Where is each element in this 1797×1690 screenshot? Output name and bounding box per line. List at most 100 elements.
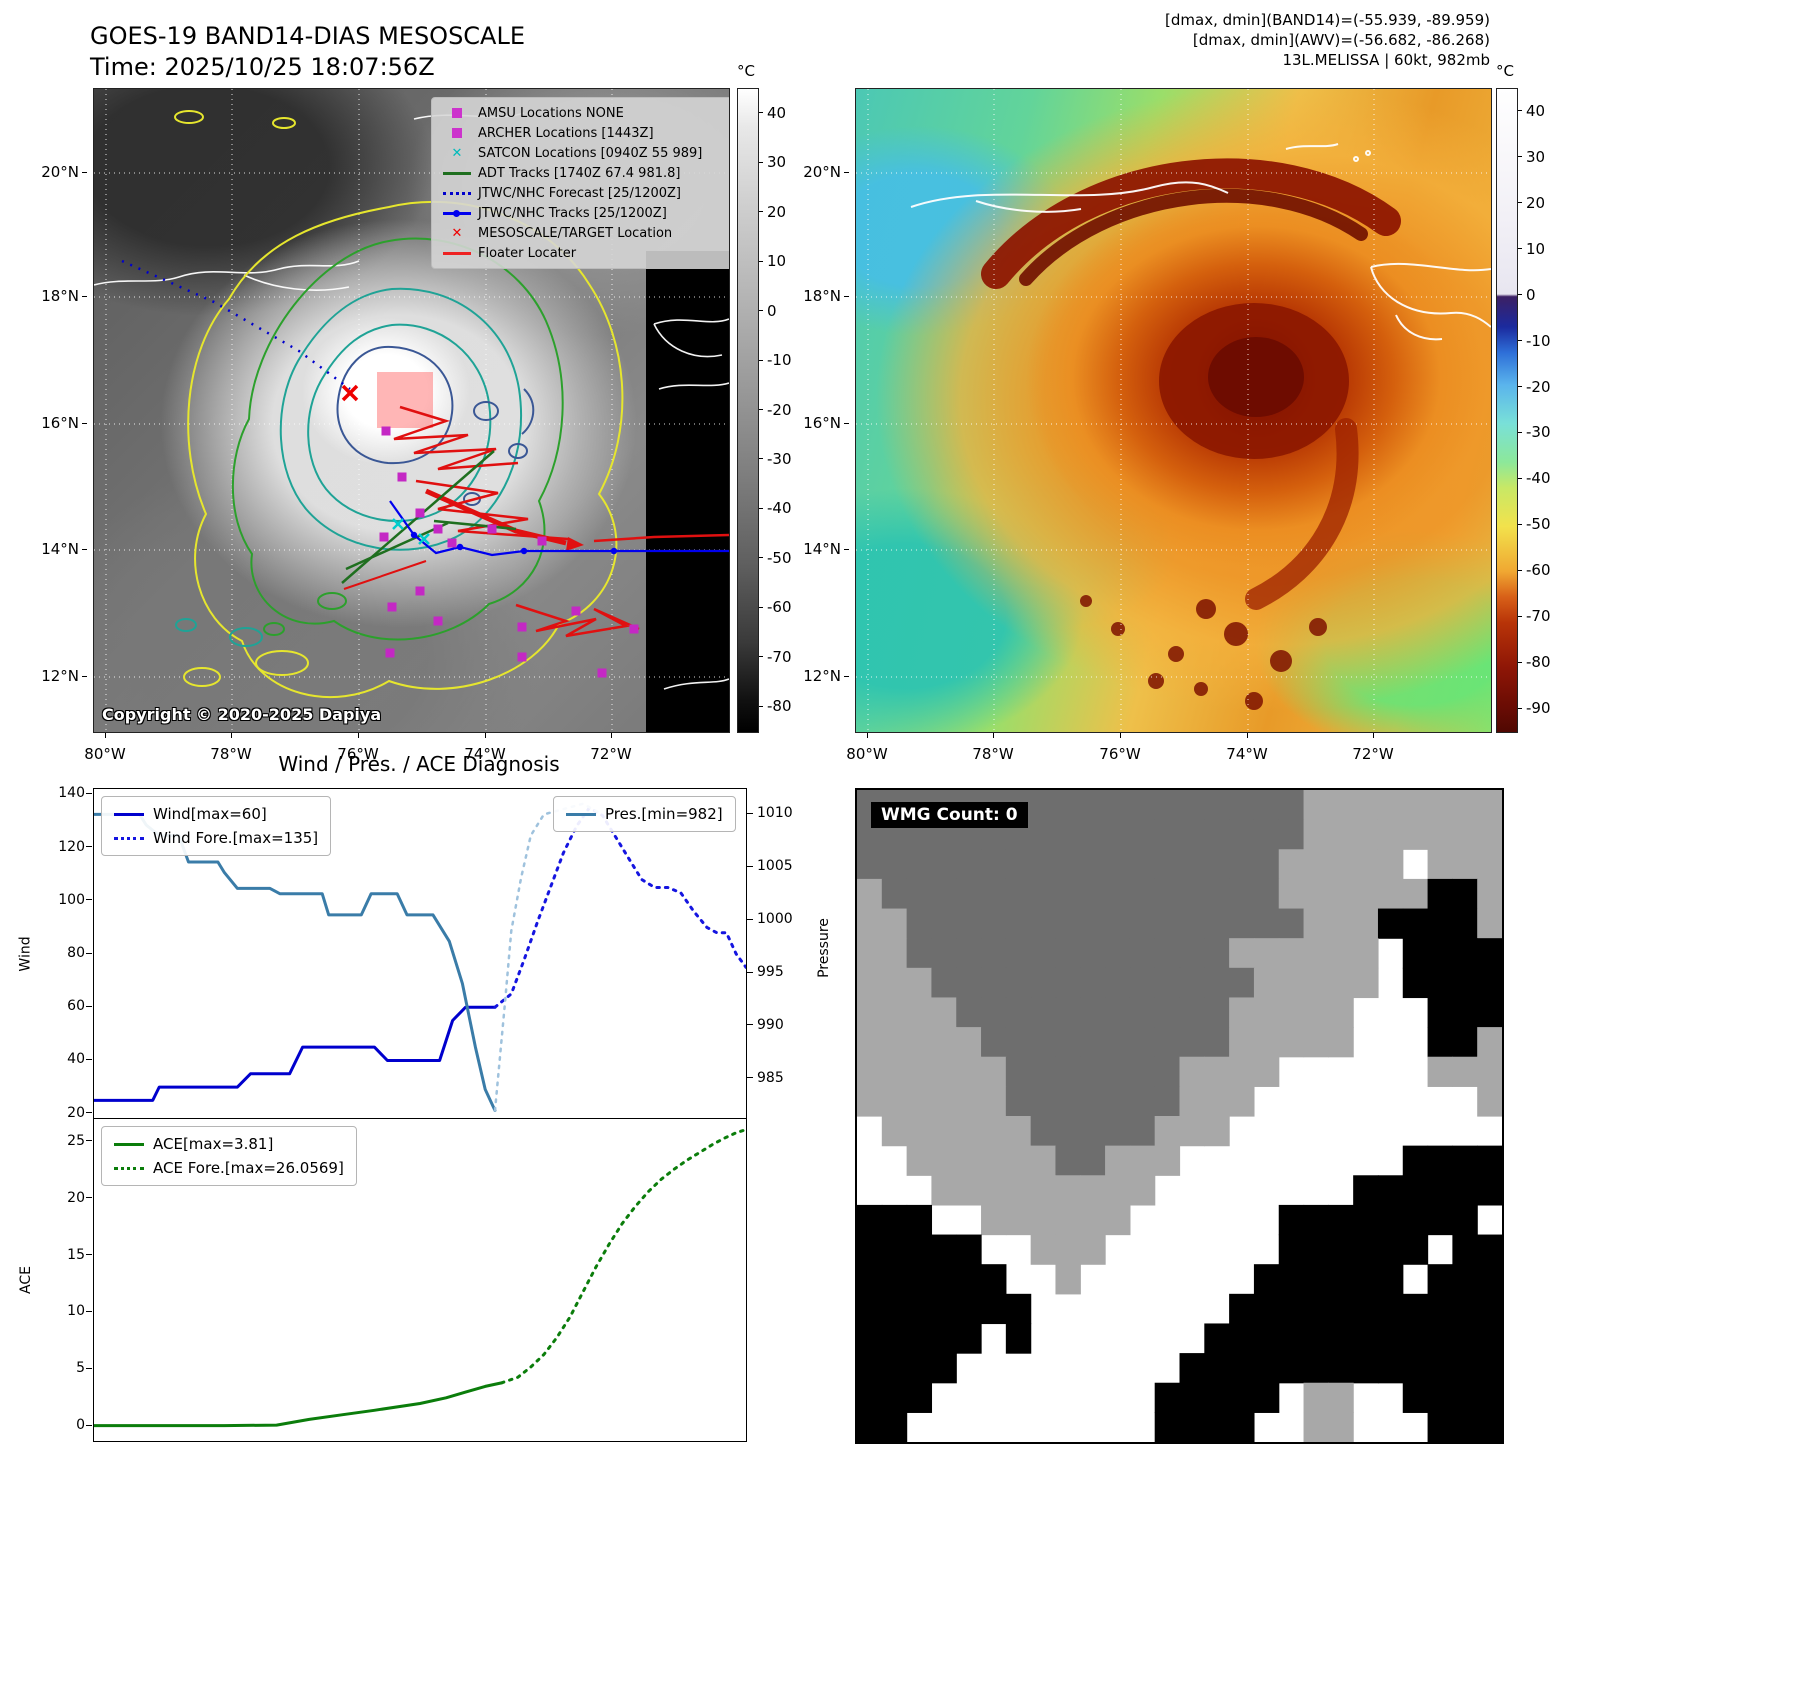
colorbar-tick-label: -80 (1526, 653, 1551, 672)
colorbar-tick (1518, 477, 1522, 479)
legend-item: ✕ MESOSCALE/TARGET Location (440, 223, 729, 243)
band14-satellite-map: AMSU Locations NONE ARCHER Locations [144… (93, 88, 730, 733)
series-line (493, 802, 604, 1112)
wind-axis-label: Wind (17, 936, 34, 972)
tl-ylabels: 20°N 18°N 16°N 14°N 12°N (35, 88, 87, 731)
legend-item: JTWC/NHC Tracks [25/1200Z] (440, 203, 729, 223)
legend-item: ✕ SATCON Locations [0940Z 55 989] (440, 143, 729, 163)
lat-tick-label: 16°N (803, 414, 841, 432)
colorbar-tick-label: -30 (767, 449, 792, 468)
pressure-legend: Pres.[min=982] (553, 796, 736, 832)
colorbar-tick-label: -80 (767, 697, 792, 716)
lat-tick-label: 18°N (803, 287, 841, 305)
lon-tick-label: 72°W (590, 745, 632, 763)
colorbar-tick-label: -60 (767, 598, 792, 617)
colorbar-tick-label: -70 (767, 647, 792, 666)
colorbar-tick (759, 458, 763, 460)
legend-item-label: SATCON Locations [0940Z 55 989] (478, 145, 703, 161)
y-tick-mark (86, 1197, 92, 1199)
colorbar-tick (759, 310, 763, 312)
line-marker-icon (440, 163, 474, 183)
y-tick-label-right: 1005 (757, 858, 793, 875)
colorbar-tick (1518, 340, 1522, 342)
colorbar-tick (1518, 569, 1522, 571)
colorbar-tick-label: 30 (767, 153, 787, 172)
y-tick-mark (747, 865, 753, 867)
y-tick-label-right: 1010 (757, 805, 793, 822)
dmax-dmin-band14: [dmax, dmin](BAND14)=(-55.939, -89.959) (1165, 11, 1490, 29)
y-tick-label-right: 985 (757, 1069, 784, 1086)
lon-tick-label: 76°W (337, 745, 379, 763)
y-tick-mark (747, 971, 753, 973)
lat-tick-mark (844, 548, 849, 550)
colorbar-tick-label: -50 (767, 548, 792, 567)
y-tick-mark (86, 1310, 92, 1312)
colorbar-tick (759, 507, 763, 509)
legend-row: Wind Fore.[max=135] (114, 826, 318, 850)
lat-tick-label: 18°N (41, 287, 79, 305)
y-tick-mark (86, 899, 92, 901)
colorbar-tick (1518, 386, 1522, 388)
colorbar-tick (759, 656, 763, 658)
pressure-label: Pres.[min=982] (605, 805, 723, 823)
y-tick-mark (86, 1005, 92, 1007)
colorbar-tick (759, 211, 763, 213)
y-tick-label: 140 (58, 785, 85, 802)
legend-item-label: Floater Locater (478, 245, 577, 261)
series-line (500, 1128, 748, 1385)
lon-tick-mark (1119, 733, 1121, 738)
legend-row: Wind[max=60] (114, 802, 318, 826)
colorbar-tick (1518, 248, 1522, 250)
ace-obs-label: ACE[max=3.81] (153, 1135, 274, 1153)
wind-forecast-swatch (114, 836, 144, 840)
wind-obs-label: Wind[max=60] (153, 805, 267, 823)
lon-tick-label: 80°W (846, 745, 888, 763)
lat-tick-label: 12°N (41, 667, 79, 685)
tr-ylabels: 20°N 18°N 16°N 14°N 12°N (797, 88, 849, 731)
legend-item-label: ADT Tracks [1740Z 67.4 981.8] (478, 165, 681, 181)
colorbar-tick-label: 10 (767, 252, 787, 271)
ace-obs-swatch (114, 1142, 144, 1146)
band14-map-overlay (94, 89, 729, 732)
wind-legend: Wind[max=60] Wind Fore.[max=135] (101, 796, 332, 856)
ir-map-overlay (856, 89, 1491, 732)
y-tick-mark (86, 1424, 92, 1426)
colorbar-tick (1518, 294, 1522, 296)
legend-item: Floater Locater (440, 243, 729, 263)
lon-tick-mark (610, 733, 612, 738)
pressure-swatch (566, 812, 596, 816)
storm-id-intensity: 13L.MELISSA | 60kt, 982mb (1282, 51, 1490, 69)
x-marker-icon: ✕ (451, 225, 463, 241)
wmg-panel: WMG Count: 0 (855, 788, 1504, 1444)
ir-colorbar (1496, 88, 1518, 733)
lat-tick-mark (82, 675, 87, 677)
ace-forecast-swatch (114, 1166, 144, 1170)
y-tick-mark (86, 952, 92, 954)
y-tick-mark (747, 1024, 753, 1026)
y-tick-mark (86, 1058, 92, 1060)
lat-tick-label: 14°N (803, 540, 841, 558)
colorbar-tick-label: 10 (1526, 239, 1546, 258)
y-tick-mark (86, 1254, 92, 1256)
colorbar-tick (759, 260, 763, 262)
line-marker-icon (440, 243, 474, 263)
legend-row: Pres.[min=982] (566, 802, 723, 826)
colorbar-tick-label: -50 (1526, 515, 1551, 534)
wmg-bitmap (857, 790, 1502, 1442)
lon-tick-mark (357, 733, 359, 738)
lat-tick-mark (82, 295, 87, 297)
lon-tick-mark (230, 733, 232, 738)
colorbar-tick-label: -70 (1526, 607, 1551, 626)
colorbar-tick (1518, 523, 1522, 525)
storm-info-header: [dmax, dmin](BAND14)=(-55.939, -89.959) … (1100, 10, 1490, 70)
ace-forecast-label: ACE Fore.[max=26.0569] (153, 1159, 344, 1177)
lat-tick-mark (844, 422, 849, 424)
legend-item: AMSU Locations NONE (440, 103, 729, 123)
colorbar-tick-label: -10 (767, 351, 792, 370)
lat-tick-mark (82, 548, 87, 550)
diagnosis-title: Wind / Pres. / ACE Diagnosis (278, 752, 560, 776)
colorbar-tick (759, 359, 763, 361)
y-tick-label-right: 1000 (757, 911, 793, 928)
legend-item-label: AMSU Locations NONE (478, 105, 624, 121)
